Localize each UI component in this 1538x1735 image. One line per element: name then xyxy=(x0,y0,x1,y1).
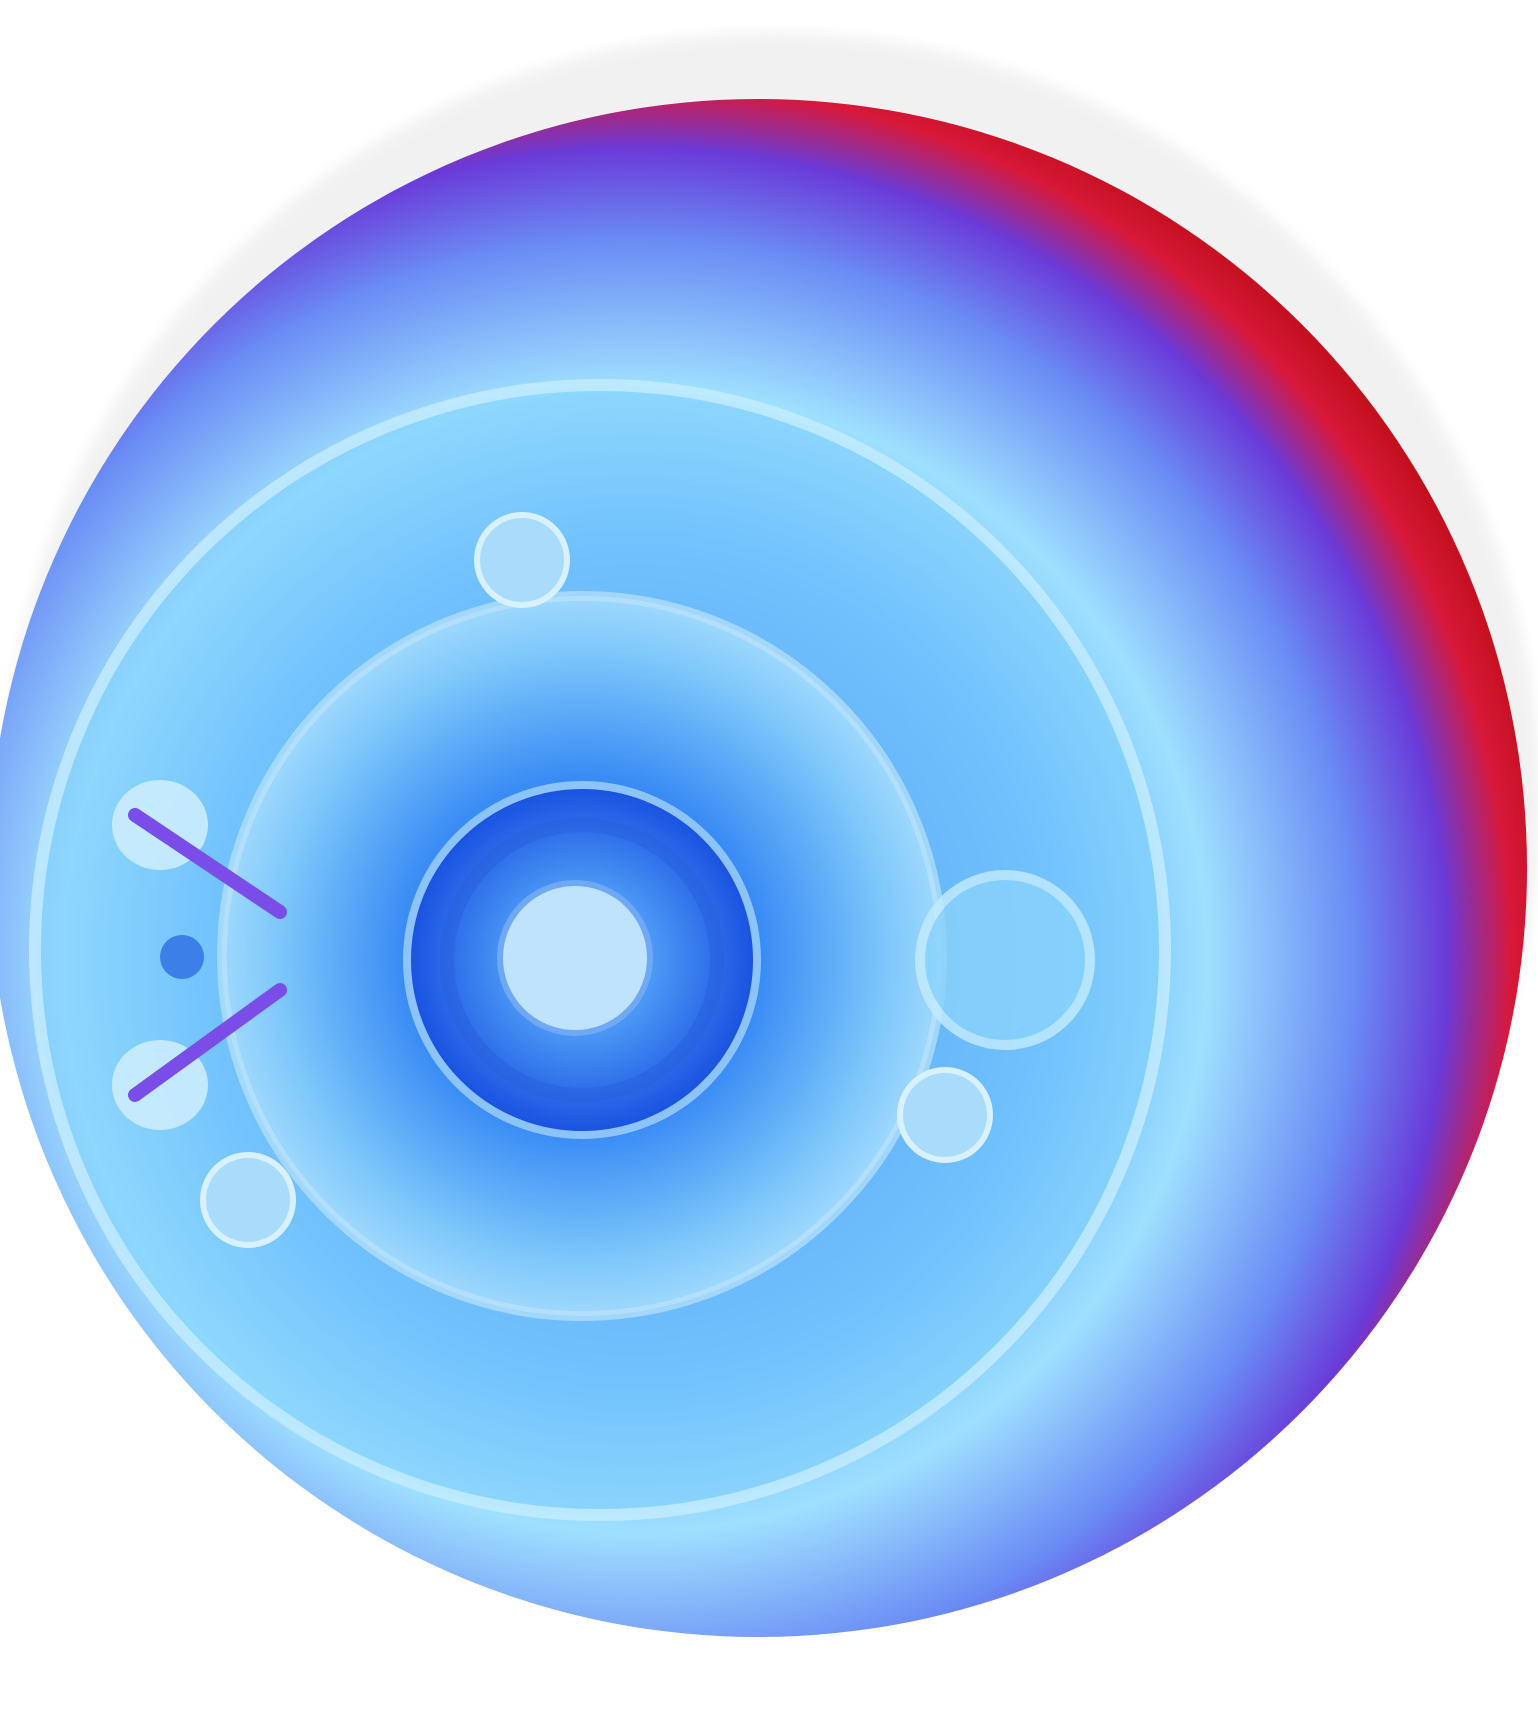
side-port xyxy=(915,870,1095,1050)
screw xyxy=(897,1067,993,1163)
center-cap xyxy=(497,880,653,1036)
terminals xyxy=(112,780,287,1130)
wire xyxy=(128,983,287,1102)
screws xyxy=(200,512,993,1248)
hub-ring xyxy=(440,818,724,1102)
wire xyxy=(128,808,287,919)
screw xyxy=(474,512,570,608)
screw xyxy=(200,1152,296,1248)
inner-ring xyxy=(29,379,1171,1521)
hole xyxy=(160,935,204,979)
